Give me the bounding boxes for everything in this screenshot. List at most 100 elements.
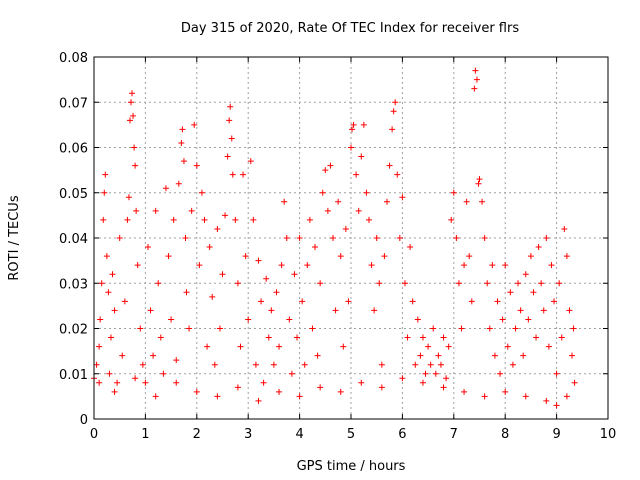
data-point xyxy=(319,189,326,196)
data-point xyxy=(255,257,262,264)
data-point xyxy=(186,325,193,332)
data-point xyxy=(561,225,568,232)
data-point xyxy=(234,384,241,391)
data-point xyxy=(327,162,334,169)
data-point xyxy=(435,352,442,359)
data-point xyxy=(543,235,550,241)
data-point xyxy=(242,253,249,260)
data-point xyxy=(152,393,159,400)
data-point xyxy=(214,225,221,232)
data-point xyxy=(422,370,429,377)
data-point xyxy=(309,325,316,332)
data-point xyxy=(98,280,105,287)
data-point xyxy=(219,271,226,278)
data-point xyxy=(204,343,211,350)
data-point xyxy=(301,361,308,368)
data-point xyxy=(453,235,460,241)
data-point xyxy=(304,262,311,269)
data-point xyxy=(188,207,195,214)
data-point xyxy=(443,375,450,382)
data-point xyxy=(461,262,468,269)
data-point xyxy=(337,253,344,260)
data-point xyxy=(126,117,133,124)
data-point xyxy=(232,216,239,223)
data-point xyxy=(417,352,424,359)
data-point xyxy=(276,388,283,395)
data-point xyxy=(365,216,372,223)
data-point xyxy=(360,121,367,128)
data-point xyxy=(182,235,189,241)
plot-frame xyxy=(93,56,609,420)
data-point xyxy=(412,361,419,368)
data-point xyxy=(358,379,365,386)
data-point xyxy=(116,235,123,241)
data-point xyxy=(224,153,231,160)
data-point xyxy=(306,216,313,223)
data-point xyxy=(525,316,532,323)
data-point xyxy=(125,194,132,201)
data-point xyxy=(119,352,126,359)
data-point xyxy=(545,343,552,350)
data-point xyxy=(276,343,283,350)
data-point xyxy=(114,379,121,386)
data-point xyxy=(193,388,200,395)
data-point xyxy=(129,90,136,97)
data-point xyxy=(121,298,128,305)
data-point xyxy=(390,108,397,115)
data-point xyxy=(540,307,547,314)
data-point xyxy=(191,121,198,128)
data-point xyxy=(111,388,118,395)
data-point xyxy=(175,180,182,187)
data-point xyxy=(463,198,470,205)
data-point xyxy=(342,225,349,232)
data-point xyxy=(553,370,560,377)
data-point xyxy=(471,85,478,92)
data-point xyxy=(263,275,270,282)
data-point xyxy=(255,397,262,404)
data-point xyxy=(517,307,524,314)
data-point xyxy=(491,352,498,359)
data-point xyxy=(96,379,103,386)
data-point xyxy=(563,253,570,260)
data-point xyxy=(337,388,344,395)
data-point xyxy=(466,253,473,260)
data-point xyxy=(106,370,113,377)
data-point xyxy=(535,244,542,251)
y-tick-label: 0.07 xyxy=(59,96,88,111)
data-point xyxy=(133,207,140,214)
data-point xyxy=(378,361,385,368)
data-point xyxy=(520,352,527,359)
data-point xyxy=(317,384,324,391)
data-point xyxy=(484,280,491,287)
data-point xyxy=(358,153,365,160)
data-point xyxy=(432,370,439,377)
data-point xyxy=(240,171,247,178)
data-point xyxy=(332,307,339,314)
x-tick-label: 8 xyxy=(501,427,509,442)
data-point xyxy=(291,271,298,278)
data-point xyxy=(211,361,218,368)
data-point xyxy=(507,289,514,296)
data-point xyxy=(566,307,573,314)
data-point xyxy=(569,352,576,359)
data-point xyxy=(571,379,578,386)
data-point xyxy=(376,280,383,287)
data-point xyxy=(100,216,107,223)
data-point xyxy=(201,216,208,223)
data-point xyxy=(137,325,144,332)
data-point xyxy=(472,67,479,74)
data-point xyxy=(214,393,221,400)
data-point xyxy=(97,316,104,323)
data-point xyxy=(173,357,180,364)
data-point xyxy=(131,144,138,151)
data-point xyxy=(132,162,139,169)
data-point xyxy=(247,158,254,165)
data-point xyxy=(193,162,200,169)
data-point xyxy=(142,379,149,386)
data-point xyxy=(228,135,235,142)
data-point xyxy=(107,334,114,341)
data-point xyxy=(473,76,480,83)
data-point xyxy=(222,212,229,219)
data-point xyxy=(409,298,416,305)
